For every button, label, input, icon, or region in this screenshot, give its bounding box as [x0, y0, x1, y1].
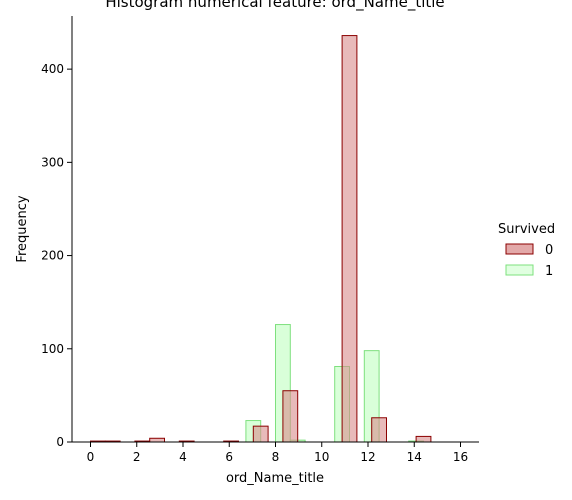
chart-title: Histogram numerical feature: ord_Name_ti… [105, 0, 444, 12]
y-tick-label: 400 [41, 62, 64, 76]
bar-survived-0-6 [252, 425, 269, 443]
y-tick-label: 100 [41, 342, 64, 356]
bars-layer [90, 35, 432, 443]
bar-survived-0-9 [371, 417, 388, 443]
legend-label-0: 0 [545, 243, 553, 258]
x-tick-label: 12 [360, 450, 375, 464]
y-tick-label: 0 [56, 435, 64, 449]
x-tick-label: 16 [453, 450, 468, 464]
bar-survived-0-3 [149, 437, 165, 443]
bar-survived-0-8 [341, 35, 358, 443]
legend: Survived 0 1 [498, 222, 555, 279]
x-tick-label: 8 [272, 450, 280, 464]
x-tick-label: 4 [179, 450, 187, 464]
y-tick-label: 200 [41, 249, 64, 263]
bar-survived-0-10 [415, 435, 432, 443]
x-axis-label: ord_Name_title [226, 471, 324, 486]
legend-label-1: 1 [545, 264, 553, 279]
x-tick-label: 6 [225, 450, 233, 464]
x-tick-label: 0 [87, 450, 95, 464]
axes-layer: 0 2 4 6 8 10 12 14 16 0 100 200 300 400 [41, 16, 479, 464]
legend-swatch-1 [505, 264, 534, 276]
bar-survived-0-7 [282, 390, 299, 443]
legend-swatch-0 [505, 243, 534, 255]
x-tick-label: 14 [407, 450, 422, 464]
y-axis-label: Frequency [15, 195, 30, 262]
legend-title: Survived [498, 222, 555, 237]
x-tick-label: 2 [133, 450, 141, 464]
y-tick-label: 300 [41, 155, 64, 169]
x-tick-label: 10 [314, 450, 329, 464]
